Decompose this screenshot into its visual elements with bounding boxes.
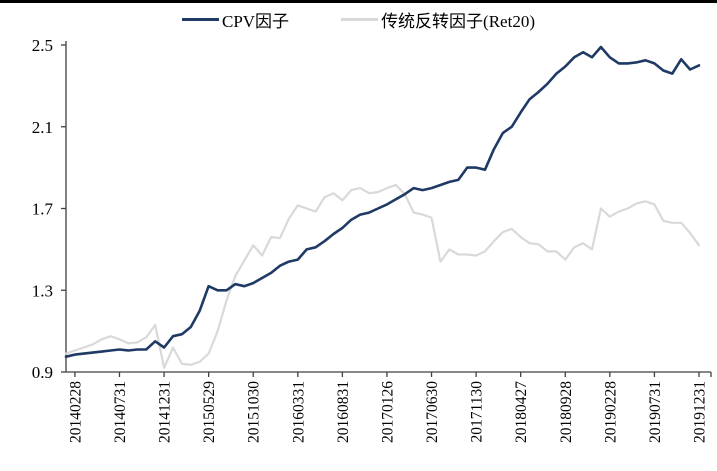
x-tick-label: 20150529 [201, 381, 218, 443]
x-tick-label: 20190228 [602, 381, 619, 443]
x-tick-label: 20160331 [290, 381, 307, 443]
y-tick-label: 0.9 [32, 363, 53, 382]
cpv-line-swatch [181, 18, 219, 21]
ret20-series-line [64, 183, 701, 369]
x-tick-label: 20180928 [558, 381, 575, 443]
x-tick-label: 20140228 [67, 381, 84, 443]
top-border-rule [0, 0, 717, 3]
x-tick-label: 20180427 [513, 381, 530, 443]
legend-item-cpv: CPV因子 [181, 7, 290, 32]
cpv-series-line [64, 45, 701, 359]
x-tick-label: 20190731 [647, 381, 664, 443]
legend-label-cpv: CPV因子 [221, 12, 290, 31]
x-tick-label: 20170126 [379, 381, 396, 443]
y-tick-label: 1.3 [32, 281, 53, 300]
y-tick-label: 2.5 [32, 36, 53, 55]
ret20-line-swatch [341, 18, 379, 21]
x-tick-label: 20171130 [469, 381, 486, 443]
x-tick-label: 20170630 [424, 381, 441, 443]
x-tick-label: 20141231 [157, 381, 174, 443]
chart-legend: CPV因子 传统反转因子(Ret20) [0, 7, 717, 32]
x-tick-label: 20151030 [246, 381, 263, 443]
x-tick-label: 20191231 [692, 381, 709, 443]
legend-label-ret20: 传统反转因子(Ret20) [381, 12, 535, 31]
y-tick-label: 2.1 [32, 118, 53, 137]
x-tick-label: 20140731 [112, 381, 129, 443]
legend-item-ret20: 传统反转因子(Ret20) [341, 7, 535, 32]
x-tick-label: 20160831 [335, 381, 352, 443]
y-tick-label: 1.7 [32, 200, 54, 219]
